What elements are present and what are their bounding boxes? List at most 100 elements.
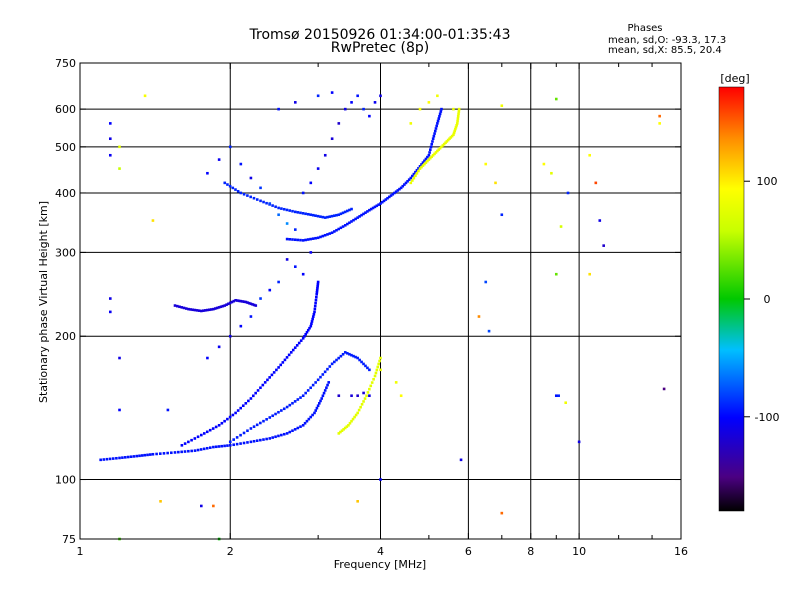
trace-point <box>350 353 353 357</box>
trace-point <box>315 292 318 296</box>
trace-point <box>316 280 320 284</box>
trace-point <box>277 206 280 210</box>
trace-point <box>247 399 250 403</box>
trace-point <box>208 446 212 449</box>
trace-point <box>363 397 367 400</box>
trace-point <box>438 114 441 118</box>
trace-point <box>351 417 355 421</box>
trace-point <box>423 159 426 163</box>
trace-point <box>191 308 195 312</box>
trace-point <box>323 370 327 374</box>
trace-point <box>268 437 272 440</box>
trace-point <box>404 181 408 185</box>
trace-point <box>311 315 315 318</box>
trace-point <box>353 415 356 419</box>
trace-point <box>143 453 147 457</box>
trace-point <box>183 450 187 453</box>
trace-point <box>189 308 192 311</box>
trace-point <box>337 227 341 231</box>
trace-point <box>420 165 423 169</box>
trace-point <box>427 158 431 161</box>
trace-point <box>297 341 301 345</box>
trace-point <box>364 364 367 368</box>
trace-point <box>228 440 232 444</box>
trace-point <box>450 134 454 138</box>
trace-point <box>140 454 144 457</box>
trace-point <box>455 123 458 127</box>
trace-point <box>333 230 336 233</box>
trace-point <box>262 438 265 441</box>
trace-point <box>371 206 375 210</box>
trace-point <box>310 322 313 326</box>
scatter-point <box>379 478 382 481</box>
scatter-point <box>559 225 563 228</box>
trace-point <box>277 366 280 369</box>
trace-point <box>314 409 318 412</box>
trace-point <box>457 107 461 111</box>
trace-point <box>236 189 240 193</box>
trace-point <box>293 428 297 431</box>
trace-point <box>232 443 235 447</box>
trace-point <box>417 169 420 173</box>
trace-point <box>108 457 112 461</box>
trace-point <box>433 129 437 133</box>
scatter-point <box>564 401 568 405</box>
scatter-point <box>598 219 602 222</box>
scatter-point <box>394 381 398 384</box>
trace-point <box>205 430 209 434</box>
scatter-point <box>550 171 553 175</box>
trace-point <box>316 236 320 240</box>
trace-point <box>343 426 347 430</box>
trace-point <box>403 183 406 186</box>
trace-point <box>343 351 347 354</box>
trace-point <box>368 387 371 391</box>
trace-point <box>354 217 357 221</box>
trace-point <box>282 432 286 436</box>
trace-point <box>210 308 213 311</box>
scatter-point <box>356 94 359 98</box>
scatter-point <box>484 280 488 284</box>
trace-point <box>235 436 239 439</box>
trace-point <box>307 417 311 421</box>
trace-point <box>304 391 307 395</box>
scatter-point <box>368 394 371 398</box>
trace-point <box>372 377 375 381</box>
trace-point <box>428 156 432 160</box>
trace-point <box>288 403 292 407</box>
trace-point <box>249 302 253 306</box>
trace-point <box>200 309 203 313</box>
trace-point <box>261 383 265 387</box>
trace-point <box>293 400 297 403</box>
trace-point <box>291 401 294 405</box>
trace-point <box>309 386 312 390</box>
trace-point <box>454 125 458 129</box>
trace-point <box>196 435 200 439</box>
trace-point <box>193 437 197 440</box>
trace-point <box>316 214 320 218</box>
scatter-point <box>249 315 253 318</box>
trace-point <box>448 137 451 141</box>
trace-point <box>393 191 396 195</box>
trace-point <box>102 458 106 461</box>
trace-point <box>246 441 249 444</box>
y-tick-label: 300 <box>55 246 76 259</box>
trace-point <box>259 421 262 425</box>
trace-point <box>356 411 359 415</box>
trace-point <box>430 142 434 146</box>
trace-point <box>285 208 289 212</box>
colorbar <box>718 86 745 512</box>
trace-point <box>242 431 246 435</box>
trace-point <box>332 214 336 217</box>
trace-point <box>407 178 411 181</box>
trace-point <box>377 362 380 366</box>
trace-point <box>301 394 305 398</box>
trace-point <box>124 456 127 459</box>
trace-point <box>220 421 224 425</box>
trace-point <box>282 407 286 411</box>
trace-point <box>412 172 416 176</box>
trace-point <box>321 215 325 219</box>
trace-point <box>301 337 305 340</box>
y-tick-label: 600 <box>55 103 76 116</box>
trace-point <box>341 352 345 356</box>
trace-point <box>314 214 317 217</box>
